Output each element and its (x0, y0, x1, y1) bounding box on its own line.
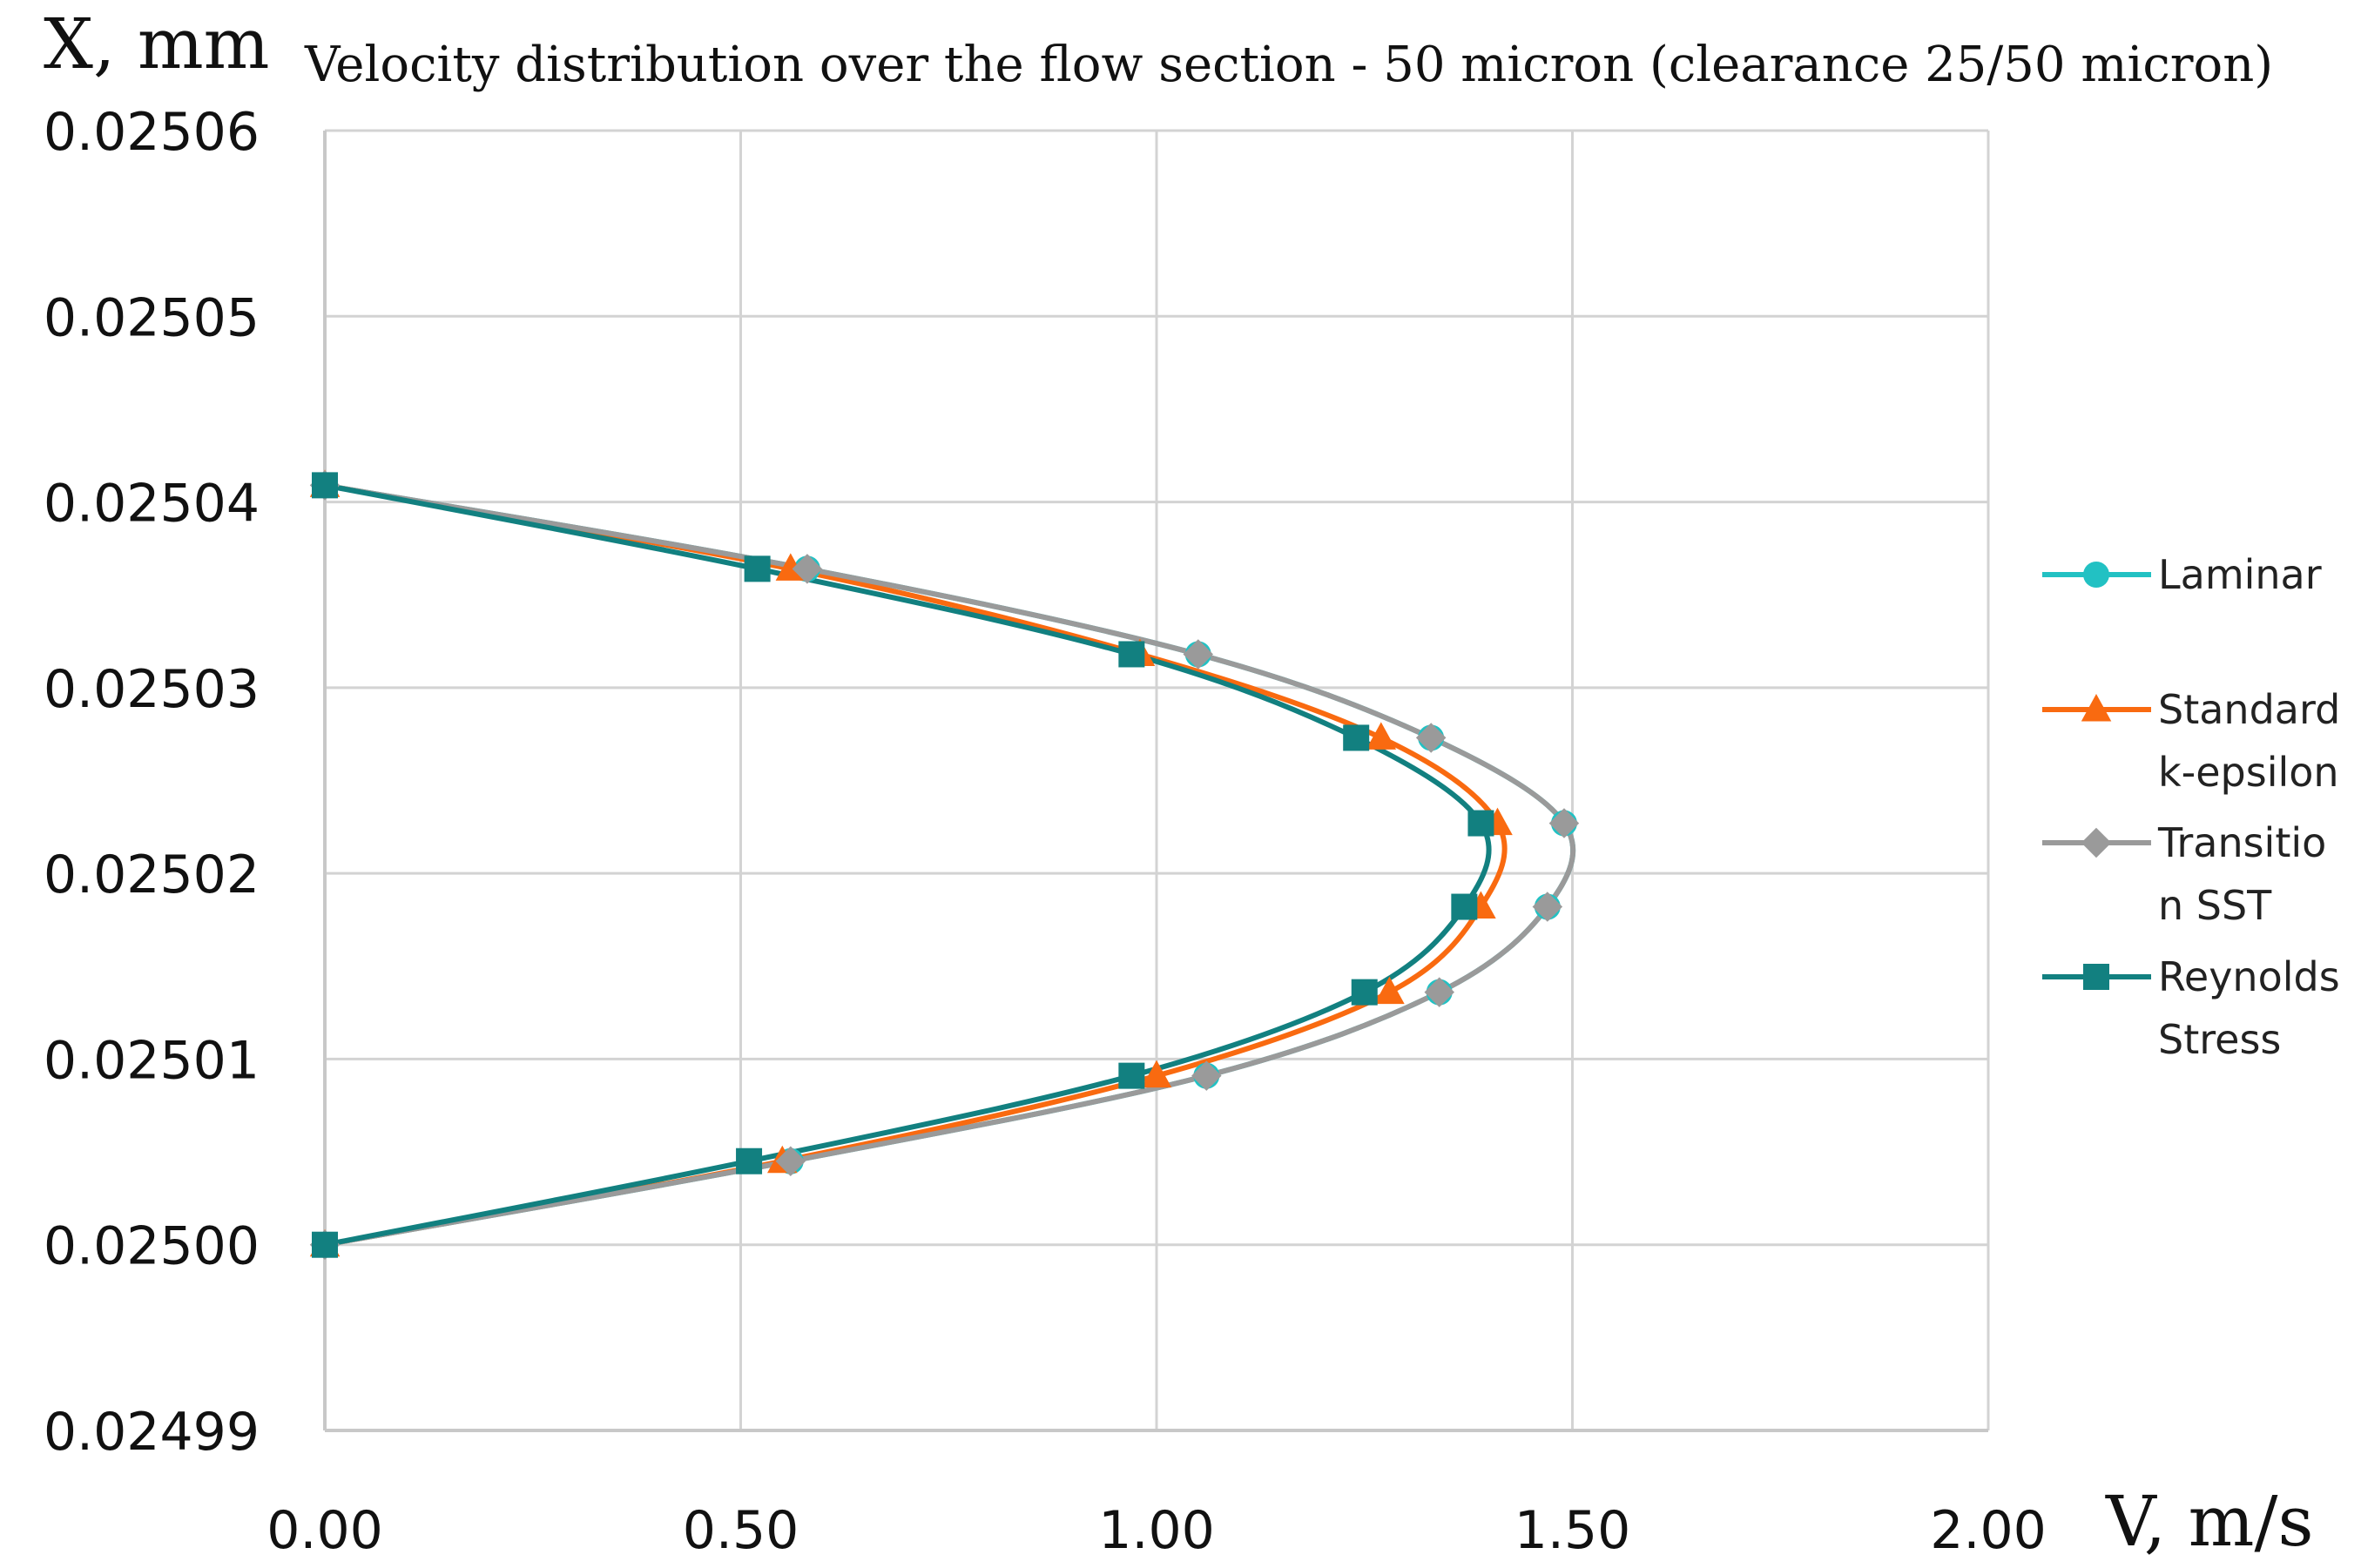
data-point-reynolds-stress (736, 1147, 763, 1174)
legend-item-transition-sst: Transitio n SST (2042, 819, 2326, 929)
legend-item-reynolds-stress: Reynolds Stress (2042, 953, 2340, 1063)
data-point-standard-k-epsilon (1366, 722, 1397, 750)
y-axis-label: X, mm (44, 3, 270, 84)
data-point-reynolds-stress (1451, 893, 1478, 920)
y-tick-label: 0.02500 (44, 1216, 260, 1277)
legend-swatch-marker (2081, 694, 2112, 722)
data-point-transition-sst (1183, 639, 1213, 670)
x-tick-label: 0.50 (683, 1500, 799, 1561)
legend-label: Laminar (2158, 551, 2322, 598)
data-point-reynolds-stress (1343, 724, 1370, 751)
data-point-reynolds-stress (744, 555, 771, 582)
legend-swatch-marker (2083, 562, 2109, 588)
y-tick-label: 0.02502 (44, 845, 260, 905)
legend-label: Stress (2158, 1016, 2281, 1063)
data-point-reynolds-stress (312, 1231, 338, 1258)
y-tick-label: 0.02501 (44, 1030, 260, 1091)
legend-swatch-marker (2081, 827, 2112, 858)
series-line-reynolds-stress (322, 482, 1492, 1248)
data-point-reynolds-stress (312, 472, 338, 499)
chart-title: Velocity distribution over the flow sect… (304, 37, 2273, 93)
x-tick-label: 2.00 (1930, 1500, 2047, 1561)
data-point-transition-sst (1415, 723, 1447, 753)
data-point-reynolds-stress (1118, 641, 1145, 668)
data-point-reynolds-stress (1467, 810, 1494, 837)
legend-item-standard-k-epsilon: Standard k-epsilon (2042, 686, 2340, 796)
y-tick-label: 0.02505 (44, 287, 260, 348)
data-point-reynolds-stress (1118, 1062, 1145, 1089)
y-tick-label: 0.02503 (44, 659, 260, 720)
series-layer (322, 482, 1576, 1248)
legend-label: Standard (2158, 686, 2340, 733)
series-line-transition-sst (322, 482, 1576, 1248)
legend-swatch-marker (2083, 964, 2109, 990)
grid-layer (323, 129, 1990, 1432)
marker-layer (309, 469, 1580, 1260)
data-point-standard-k-epsilon (1141, 1060, 1172, 1088)
data-point-reynolds-stress (1351, 979, 1378, 1006)
data-point-transition-sst (1191, 1060, 1222, 1091)
y-tick-label: 0.02506 (44, 102, 260, 163)
x-axis-label: V, m/s (2105, 1481, 2314, 1562)
legend-label: Transitio (2157, 819, 2326, 866)
data-point-transition-sst (775, 1146, 806, 1176)
x-tick-label: 1.00 (1098, 1500, 1215, 1561)
legend: Laminar Standard k-epsilon Transitio n SST Re… (2042, 551, 2340, 1063)
data-point-transition-sst (1424, 977, 1454, 1007)
x-tick-label: 0.00 (266, 1500, 383, 1561)
axis-layer: 0.00 0.50 1.00 1.50 2.00 0.02499 0.02500 0.0250… (44, 102, 2047, 1561)
y-tick-label: 0.02499 (44, 1402, 260, 1463)
data-point-transition-sst (1548, 808, 1580, 838)
data-point-standard-k-epsilon (1374, 976, 1405, 1005)
legend-label: k-epsilon (2158, 749, 2339, 796)
data-point-transition-sst (1532, 892, 1563, 922)
x-tick-label: 1.50 (1514, 1500, 1631, 1561)
legend-label: n SST (2158, 882, 2272, 929)
legend-item-laminar: Laminar (2042, 551, 2322, 598)
legend-label: Reynolds (2158, 953, 2340, 1000)
y-tick-label: 0.02504 (44, 474, 260, 535)
series-line-standard-k-epsilon (322, 482, 1508, 1248)
data-point-transition-sst (792, 554, 823, 584)
